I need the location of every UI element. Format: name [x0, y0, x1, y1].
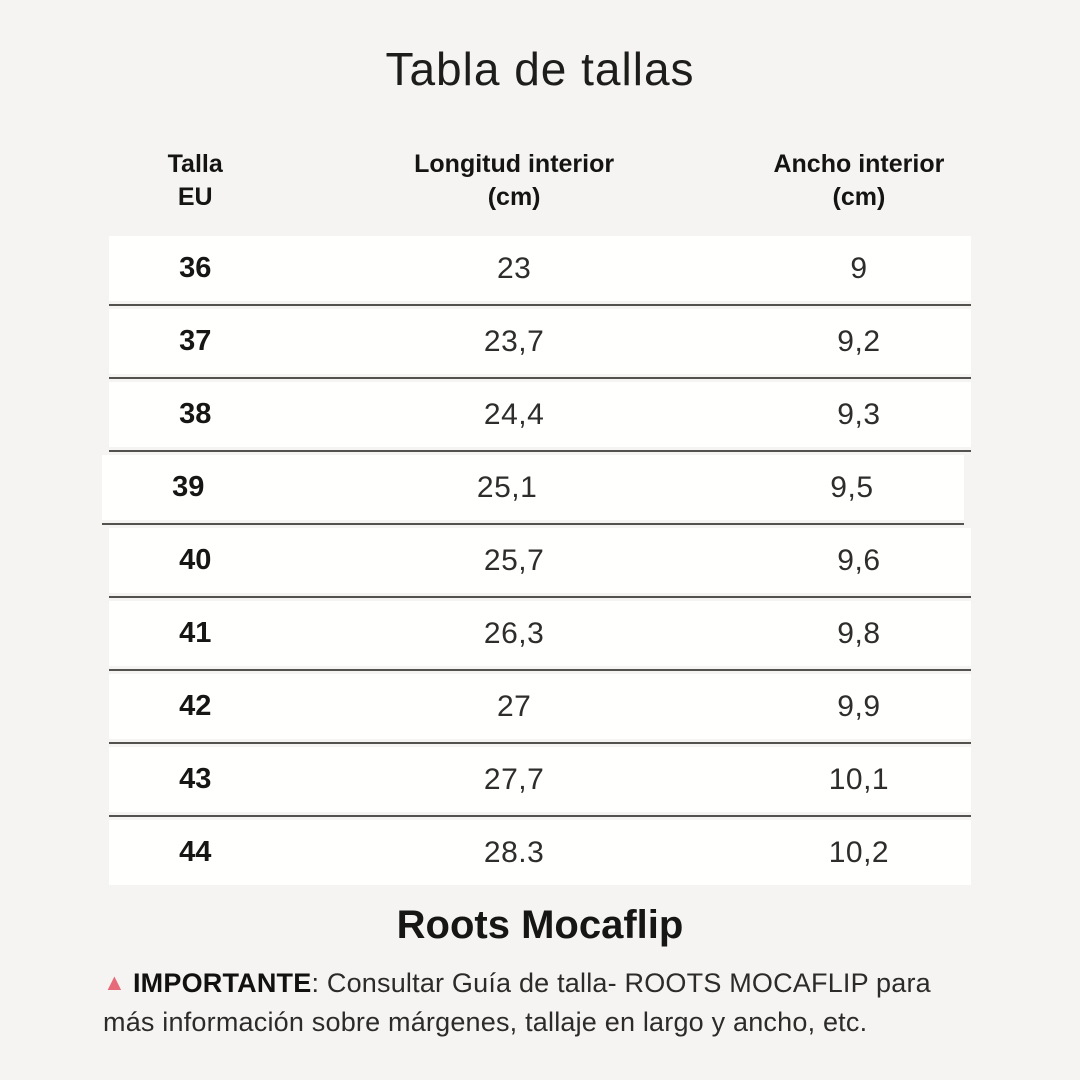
table-row: 44 28.3 10,2 [109, 820, 971, 885]
size-cell: 39 [172, 471, 205, 503]
size-cell: 43 [179, 763, 212, 795]
table-header-row: Talla EU Longitud interior (cm) Ancho in… [109, 148, 971, 214]
length-cell: 23 [496, 251, 532, 285]
length-cell: 25,7 [483, 543, 545, 577]
note-label: IMPORTANTE [132, 968, 312, 998]
width-cell: 9,9 [837, 689, 881, 723]
width-cell: 9,5 [830, 470, 874, 504]
width-cell: 9,6 [837, 543, 881, 577]
size-cell: 37 [179, 325, 212, 357]
table-row: 38 24,4 9,3 [109, 382, 971, 452]
column-header-width: Ancho interior (cm) [773, 150, 945, 211]
width-cell: 9 [850, 251, 868, 285]
size-cell: 38 [179, 398, 212, 430]
table-row: 39 25,1 9,5 [102, 455, 964, 525]
length-cell: 25,1 [476, 470, 538, 504]
page-title: Tabla de tallas [385, 43, 695, 95]
length-cell: 28.3 [483, 835, 545, 869]
width-cell: 9,2 [837, 324, 881, 358]
important-note: ▲ IMPORTANTE: Consultar Guía de talla- RO… [103, 964, 977, 1041]
size-cell: 41 [179, 617, 212, 649]
length-cell: 24,4 [483, 397, 545, 431]
product-name: Roots Mocaflip [396, 903, 684, 947]
width-cell: 10,2 [828, 835, 890, 869]
width-cell: 9,8 [837, 616, 881, 650]
column-header-size: Talla EU [167, 150, 223, 211]
width-cell: 10,1 [828, 762, 890, 796]
size-cell: 40 [179, 544, 212, 576]
warning-triangle-icon: ▲ [103, 969, 126, 995]
table-row: 37 23,7 9,2 [109, 309, 971, 379]
width-cell: 9,3 [837, 397, 881, 431]
note-text: : Consultar Guía de talla- ROOTS MOCAFLI… [103, 968, 931, 1037]
length-cell: 26,3 [483, 616, 545, 650]
table-row: 43 27,7 10,1 [109, 747, 971, 817]
length-cell: 27,7 [483, 762, 545, 796]
size-cell: 42 [179, 690, 212, 722]
size-table: 36 23 9 37 23,7 9,2 38 24,4 9,3 39 25,1 … [102, 236, 971, 885]
column-header-length: Longitud interior (cm) [414, 150, 615, 211]
table-row: 41 26,3 9,8 [109, 601, 971, 671]
table-row: 42 27 9,9 [109, 674, 971, 744]
table-row: 36 23 9 [109, 236, 971, 306]
table-row: 40 25,7 9,6 [109, 528, 971, 598]
length-cell: 27 [496, 689, 532, 723]
size-cell: 36 [179, 252, 212, 284]
length-cell: 23,7 [483, 324, 545, 358]
size-cell: 44 [179, 836, 212, 868]
